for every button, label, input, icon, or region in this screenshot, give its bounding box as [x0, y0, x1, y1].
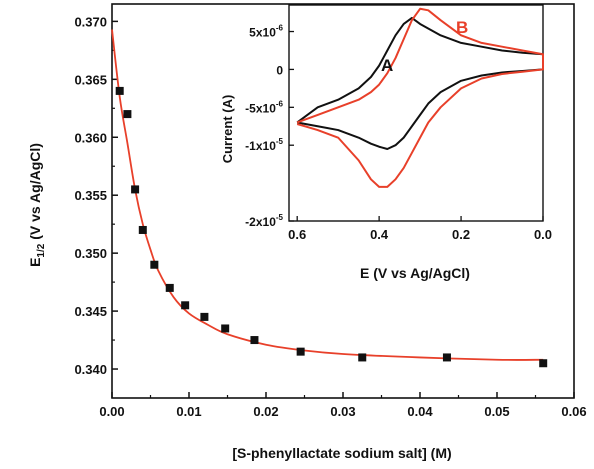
data-point — [358, 353, 367, 362]
inset-x-tick-label: 0.0 — [534, 227, 552, 242]
x-tick-label: 0.01 — [176, 404, 201, 419]
x-tick-label: 0.03 — [330, 404, 355, 419]
data-point — [442, 353, 451, 362]
data-point — [150, 260, 159, 269]
y-tick-label: 0.360 — [74, 130, 107, 145]
data-point — [165, 283, 174, 292]
data-point — [181, 301, 190, 310]
inset-series-labels: AB — [381, 18, 468, 75]
y-axis-label-suffix: (V vs Ag/AgCl) — [27, 143, 43, 244]
data-point — [138, 225, 147, 234]
x-tick-label: 0.00 — [99, 404, 124, 419]
data-point — [131, 185, 140, 194]
data-point — [221, 324, 230, 333]
y-tick-label: 0.340 — [74, 362, 107, 377]
inset-y-tick-label: -1x10-5 — [245, 137, 283, 153]
inset-series — [296, 7, 544, 188]
x-tick-label: 0.06 — [561, 404, 586, 419]
inset-y-tick-label: -2x10-5 — [245, 213, 283, 229]
x-tick-label: 0.05 — [484, 404, 509, 419]
inset-background — [289, 5, 570, 221]
inset-x-tick-label: 0.2 — [452, 227, 470, 242]
main-x-ticks: 0.00 0.01 0.02 0.03 0.04 0.05 0.06 — [99, 392, 587, 419]
inset-y-tick-label: 5x10-6 — [249, 24, 283, 40]
y-tick-label: 0.350 — [74, 246, 107, 261]
inset-x-ticks: 0.6 0.4 0.2 0.0 — [288, 216, 552, 242]
inset-plot-frame — [288, 4, 544, 222]
y-tick-label: 0.365 — [74, 72, 107, 87]
inset-chart: 5x10-60-5x10-6-1x10-5-2x10-5 0.6 0.4 0.2 0.… — [220, 4, 570, 281]
inset-x-tick-label: 0.4 — [370, 227, 389, 242]
data-point — [115, 86, 124, 95]
data-point — [296, 347, 305, 356]
inset-y-ticks: 5x10-6 0 -5x10-6 -1x10-5 -2x10-5 — [245, 24, 294, 229]
data-point — [539, 359, 548, 368]
y-axis-label-subscript: 1/2 — [36, 243, 47, 257]
data-point — [250, 336, 259, 345]
main-y-ticks: 0.340 0.345 0.350 0.355 0.360 0.365 0.370 — [74, 14, 118, 377]
y-axis-label-prefix: E — [27, 258, 43, 267]
inset-y-tick-label: 0 — [276, 63, 283, 77]
y-axis-label: E1/2 (V vs Ag/AgCl) — [27, 143, 47, 267]
series-label-a: A — [381, 56, 393, 75]
data-points — [115, 86, 548, 368]
x-tick-label: 0.04 — [407, 404, 433, 419]
inset-x-axis-label: E (V vs Ag/AgCl) — [360, 265, 470, 281]
fit-curve — [111, 29, 544, 361]
inset-y-tick-label: -5x10-6 — [245, 99, 283, 115]
inset-x-tick-label: 0.6 — [288, 227, 306, 242]
x-axis-label: [S-phenyllactate sodium salt] (M) — [232, 445, 451, 461]
cv-curve-b — [296, 7, 544, 188]
y-tick-label: 0.345 — [74, 304, 107, 319]
data-point — [123, 110, 132, 119]
series-label-b: B — [456, 18, 468, 37]
x-tick-label: 0.02 — [253, 404, 278, 419]
y-tick-label: 0.370 — [74, 14, 107, 29]
y-tick-label: 0.355 — [74, 188, 107, 203]
data-point — [200, 312, 209, 321]
inset-y-axis-label: Current (A) — [220, 95, 235, 164]
